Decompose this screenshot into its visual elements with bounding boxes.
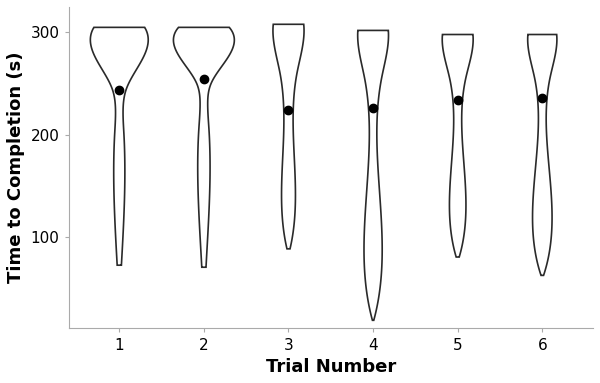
Y-axis label: Time to Completion (s): Time to Completion (s) — [7, 52, 25, 283]
Polygon shape — [173, 27, 235, 267]
Polygon shape — [358, 30, 388, 320]
Polygon shape — [91, 27, 148, 265]
Polygon shape — [527, 34, 557, 275]
Polygon shape — [273, 24, 304, 249]
Polygon shape — [442, 34, 473, 257]
X-axis label: Trial Number: Trial Number — [266, 358, 396, 376]
